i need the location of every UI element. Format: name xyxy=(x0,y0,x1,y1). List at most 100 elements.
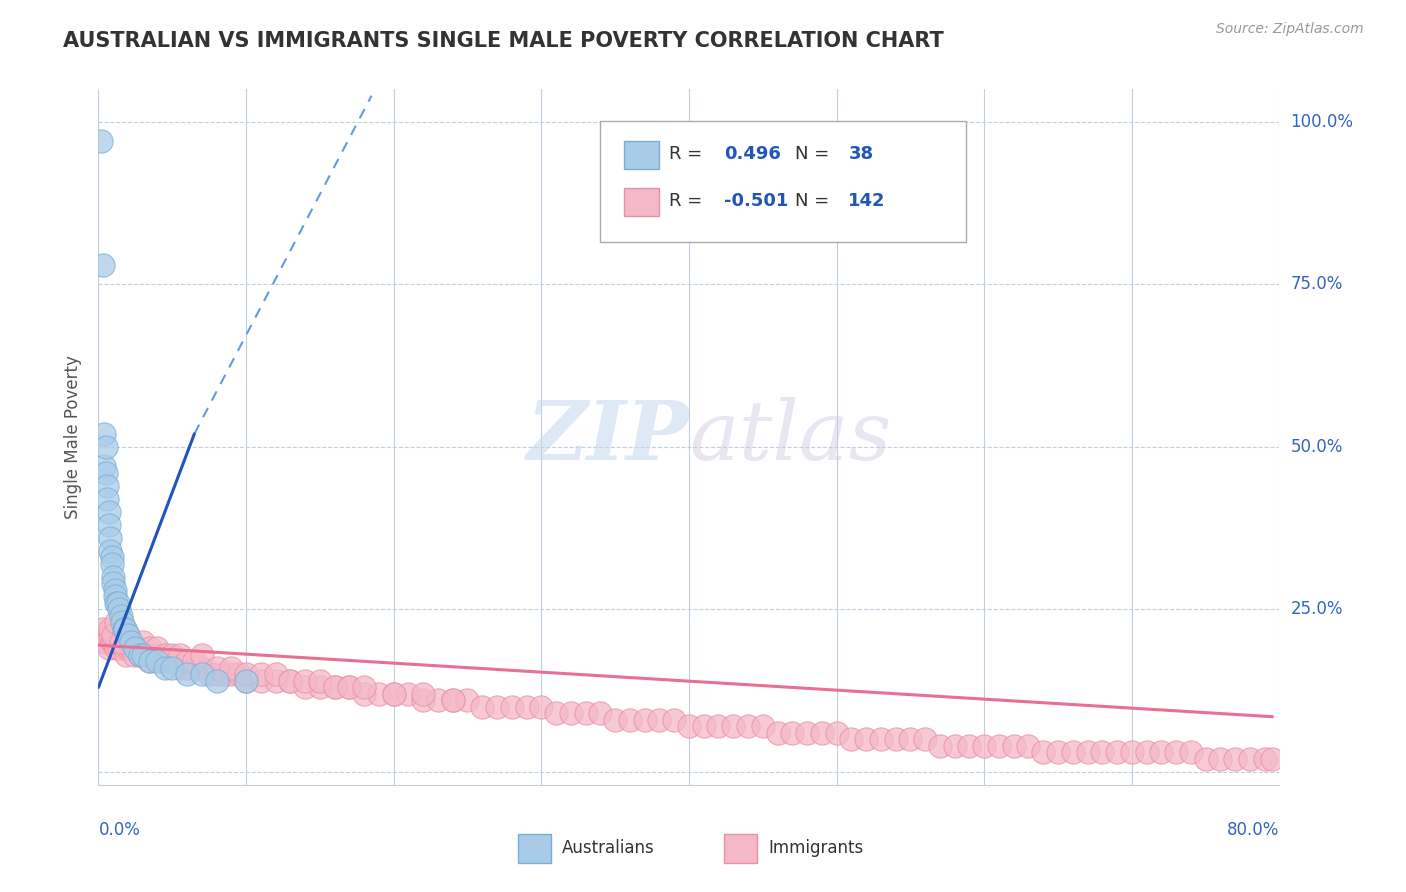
FancyBboxPatch shape xyxy=(517,834,551,863)
Point xyxy=(138,654,160,668)
Text: 38: 38 xyxy=(848,145,873,163)
Point xyxy=(139,654,162,668)
Point xyxy=(752,719,775,733)
Point xyxy=(810,726,832,740)
Point xyxy=(108,602,131,616)
Point xyxy=(398,687,420,701)
Point xyxy=(120,635,142,649)
Point xyxy=(114,622,136,636)
Point xyxy=(114,641,136,656)
Point xyxy=(162,648,183,662)
Point xyxy=(235,667,257,681)
Point xyxy=(107,635,129,649)
Text: 0.496: 0.496 xyxy=(724,145,782,163)
Point xyxy=(1002,739,1025,753)
Point xyxy=(97,505,120,519)
Point xyxy=(103,570,125,584)
Point xyxy=(169,661,191,675)
Text: R =: R = xyxy=(669,145,707,163)
Point xyxy=(97,517,120,532)
Point xyxy=(143,648,166,662)
Point xyxy=(117,641,139,656)
Point xyxy=(110,635,132,649)
Point xyxy=(678,719,700,733)
Point xyxy=(183,661,205,675)
Point xyxy=(111,635,134,649)
Point xyxy=(766,726,789,740)
Point xyxy=(205,667,228,681)
Point xyxy=(132,648,155,662)
Point xyxy=(1121,746,1143,760)
Point xyxy=(782,726,804,740)
Point xyxy=(104,590,127,604)
Point xyxy=(146,648,169,662)
Point xyxy=(929,739,952,753)
Point xyxy=(112,622,135,636)
Text: 50.0%: 50.0% xyxy=(1291,438,1343,456)
Point xyxy=(501,700,523,714)
Point xyxy=(139,641,162,656)
Text: 142: 142 xyxy=(848,192,886,210)
Point xyxy=(110,608,132,623)
Point xyxy=(1046,746,1070,760)
Point xyxy=(250,673,273,688)
Point xyxy=(90,134,112,148)
Point xyxy=(1107,746,1129,760)
Point xyxy=(97,641,120,656)
Point xyxy=(723,719,745,733)
Point xyxy=(634,713,657,727)
Point xyxy=(105,641,128,656)
Point xyxy=(191,667,214,681)
Point xyxy=(605,713,627,727)
Point xyxy=(1032,746,1054,760)
Point xyxy=(457,693,479,707)
Point xyxy=(98,622,121,636)
Point xyxy=(191,648,214,662)
Point xyxy=(309,673,332,688)
Point xyxy=(368,687,391,701)
Text: atlas: atlas xyxy=(689,397,891,477)
Point xyxy=(205,661,228,675)
Point xyxy=(353,687,375,701)
Point xyxy=(294,681,316,695)
Point xyxy=(94,635,117,649)
Point xyxy=(105,596,128,610)
Point xyxy=(94,466,117,480)
Point xyxy=(382,687,405,701)
Point xyxy=(128,648,150,662)
Text: 25.0%: 25.0% xyxy=(1291,600,1343,618)
Point xyxy=(530,700,553,714)
Point xyxy=(132,635,155,649)
Point xyxy=(1077,746,1099,760)
Point xyxy=(124,641,146,656)
Point xyxy=(93,426,115,441)
Point xyxy=(96,635,118,649)
Point xyxy=(471,700,494,714)
Text: -0.501: -0.501 xyxy=(724,192,789,210)
Text: AUSTRALIAN VS IMMIGRANTS SINGLE MALE POVERTY CORRELATION CHART: AUSTRALIAN VS IMMIGRANTS SINGLE MALE POV… xyxy=(63,31,943,51)
Point xyxy=(100,557,122,571)
Text: 75.0%: 75.0% xyxy=(1291,276,1343,293)
Point xyxy=(1150,746,1173,760)
Point xyxy=(1136,746,1159,760)
Point xyxy=(212,667,235,681)
Point xyxy=(1195,752,1218,766)
Point xyxy=(516,700,538,714)
Text: Source: ZipAtlas.com: Source: ZipAtlas.com xyxy=(1216,22,1364,37)
Point xyxy=(176,654,198,668)
Point xyxy=(560,706,582,721)
Text: N =: N = xyxy=(796,145,835,163)
Point xyxy=(153,648,176,662)
Point xyxy=(855,732,877,747)
Point xyxy=(103,628,125,642)
Point xyxy=(412,687,434,701)
Point xyxy=(264,673,287,688)
Text: Australians: Australians xyxy=(561,838,654,856)
Point xyxy=(108,641,131,656)
Point xyxy=(125,641,148,656)
Y-axis label: Single Male Poverty: Single Male Poverty xyxy=(65,355,83,519)
Point xyxy=(870,732,893,747)
Point xyxy=(323,681,346,695)
Point xyxy=(664,713,686,727)
Point xyxy=(103,635,125,649)
